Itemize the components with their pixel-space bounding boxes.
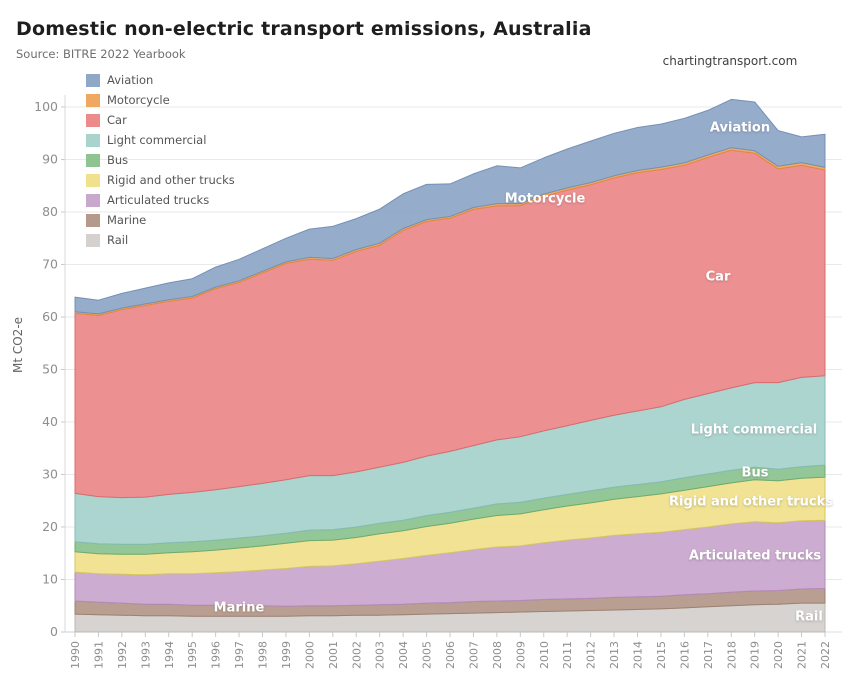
legend-label: Marine	[107, 213, 147, 227]
legend-swatch-rigid-trucks	[86, 173, 100, 187]
legend-item-light-commercial[interactable]: Light commercial	[86, 130, 235, 150]
x-tick-label: 2002	[350, 641, 363, 669]
y-axis-title: Mt CO2-e	[11, 317, 25, 373]
x-tick-label: 2006	[444, 641, 457, 669]
y-tick-label: 80	[42, 204, 58, 219]
x-tick-label: 2000	[303, 641, 316, 669]
legend-label: Articulated trucks	[107, 193, 210, 207]
legend-swatch-rail	[86, 233, 100, 247]
y-tick-label: 50	[42, 362, 58, 377]
legend-item-articulated-trucks[interactable]: Articulated trucks	[86, 190, 235, 210]
legend-item-motorcycle[interactable]: Motorcycle	[86, 90, 235, 110]
x-tick-label: 1990	[69, 641, 82, 669]
legend-label: Rail	[107, 233, 129, 247]
x-tick-label: 1993	[139, 641, 152, 669]
legend-label: Motorcycle	[107, 93, 170, 107]
page-subtitle: Source: BITRE 2022 Yearbook	[16, 47, 186, 61]
legend-item-bus[interactable]: Bus	[86, 150, 235, 170]
x-tick-label: 2005	[421, 641, 434, 669]
x-tick-label: 1994	[163, 641, 176, 669]
x-tick-label: 2014	[632, 641, 645, 669]
x-tick-label: 1998	[257, 641, 270, 669]
x-tick-label: 2019	[749, 641, 762, 669]
x-tick-label: 2011	[561, 641, 574, 669]
legend-label: Rigid and other trucks	[107, 173, 235, 187]
x-tick-label: 2016	[678, 641, 691, 669]
legend-label: Aviation	[107, 73, 154, 87]
legend-item-car[interactable]: Car	[86, 110, 235, 130]
legend-swatch-light-commercial	[86, 133, 100, 147]
y-tick-label: 60	[42, 309, 58, 324]
legend-item-rigid-trucks[interactable]: Rigid and other trucks	[86, 170, 235, 190]
y-tick-label: 0	[50, 624, 58, 639]
x-tick-label: 2021	[796, 641, 809, 669]
page-title: Domestic non-electric transport emission…	[16, 18, 592, 40]
legend-item-rail[interactable]: Rail	[86, 230, 235, 250]
legend-swatch-articulated-trucks	[86, 193, 100, 207]
legend-label: Car	[107, 113, 127, 127]
x-tick-label: 2007	[467, 641, 480, 669]
x-tick-label: 2003	[374, 641, 387, 669]
legend-item-aviation[interactable]: Aviation	[86, 70, 235, 90]
y-tick-label: 30	[42, 467, 58, 482]
y-tick-label: 40	[42, 414, 58, 429]
legend-swatch-marine	[86, 213, 100, 227]
y-tick-label: 70	[42, 257, 58, 272]
x-tick-label: 2015	[655, 641, 668, 669]
legend-swatch-car	[86, 113, 100, 127]
legend-label: Light commercial	[107, 133, 207, 147]
x-tick-label: 1997	[233, 641, 246, 669]
legend-item-marine[interactable]: Marine	[86, 210, 235, 230]
x-tick-label: 2008	[491, 641, 504, 669]
x-tick-label: 2020	[772, 641, 785, 669]
x-tick-label: 2013	[608, 641, 621, 669]
watermark: chartingtransport.com	[662, 54, 798, 68]
x-tick-label: 2009	[514, 641, 527, 669]
series-area-aviation[interactable]	[74, 98, 826, 315]
legend: Aviation Motorcycle Car Light commercial Bus…	[86, 70, 235, 250]
y-tick-label: 20	[42, 519, 58, 534]
x-tick-label: 2017	[702, 641, 715, 669]
y-tick-label: 10	[42, 572, 58, 587]
x-tick-label: 2012	[585, 641, 598, 669]
x-tick-label: 1996	[210, 641, 223, 669]
legend-swatch-aviation	[86, 73, 100, 87]
x-tick-label: 1991	[92, 641, 105, 669]
x-tick-label: 2010	[538, 641, 551, 669]
x-tick-label: 2022	[819, 641, 832, 669]
legend-swatch-bus	[86, 153, 100, 167]
x-tick-label: 2001	[327, 641, 340, 669]
x-tick-label: 1992	[116, 641, 129, 669]
y-tick-label: 100	[34, 99, 58, 114]
x-tick-label: 1999	[280, 641, 293, 669]
y-tick-label: 90	[42, 152, 58, 167]
legend-swatch-motorcycle	[86, 93, 100, 107]
x-tick-label: 2004	[397, 641, 410, 669]
x-tick-label: 1995	[186, 641, 199, 669]
legend-label: Bus	[107, 153, 129, 167]
x-tick-label: 2018	[725, 641, 738, 669]
